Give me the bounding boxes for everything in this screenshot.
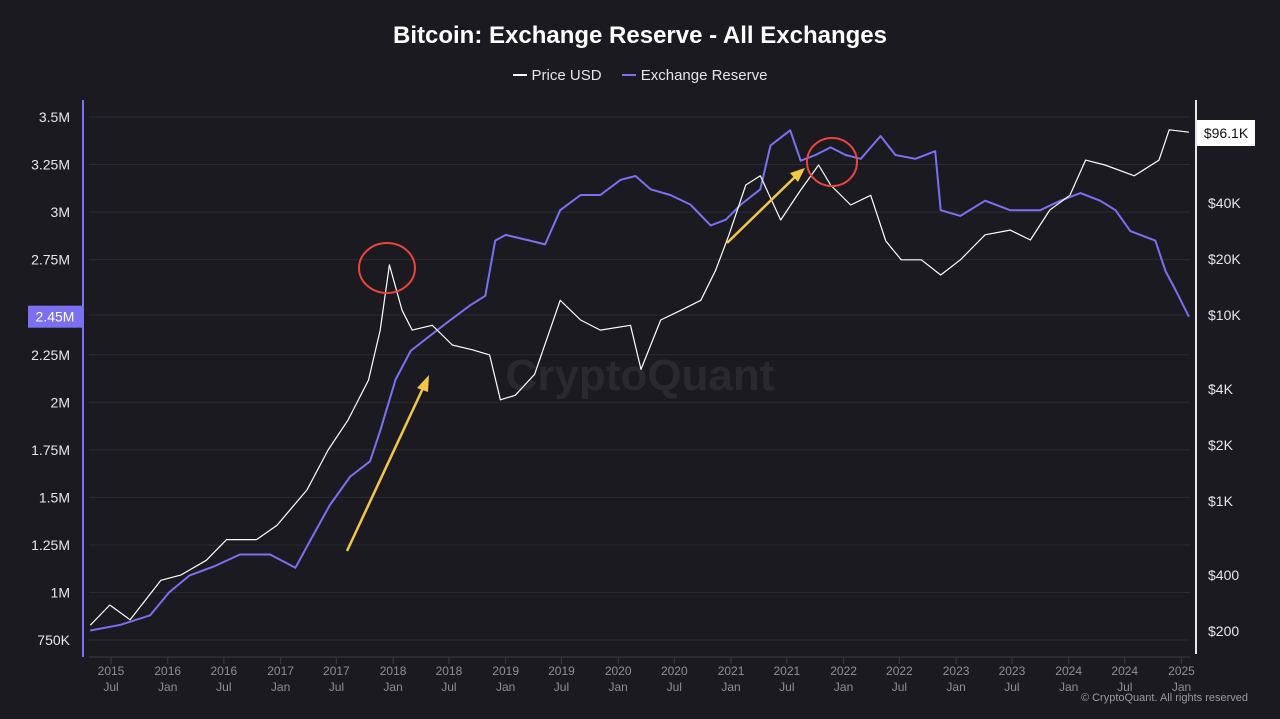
y-left-tick-label: 3.5M xyxy=(39,109,70,125)
legend-item-price[interactable]: Price USD xyxy=(512,66,602,84)
y-left-tick-label: 3M xyxy=(51,204,70,220)
y-left-tick-label: 2.75M xyxy=(31,252,70,268)
x-tick-year: 2018 xyxy=(436,664,463,678)
current-reserve-badge xyxy=(28,305,82,328)
y-right-tick-label: $4K xyxy=(1208,381,1234,397)
y-left-tick-label: 1.5M xyxy=(39,489,70,505)
x-tick-half: Jan xyxy=(609,680,628,694)
legend-item-reserve[interactable]: Exchange Reserve xyxy=(621,66,768,84)
y-right-tick-label: $40K xyxy=(1208,195,1241,211)
legend-label-price: Price USD xyxy=(531,66,602,84)
x-tick-half: Jan xyxy=(1059,680,1078,694)
y-left-tick-label: 3.25M xyxy=(31,157,70,173)
x-tick-year: 2016 xyxy=(154,664,181,678)
y-left-tick-label: 1.25M xyxy=(31,537,70,553)
x-tick-year: 2017 xyxy=(267,664,294,678)
x-tick-half: Jul xyxy=(216,680,231,694)
y-left-tick-label: 2.25M xyxy=(31,347,70,363)
legend-swatch-price xyxy=(512,74,527,76)
legend: Price USD Exchange Reserve xyxy=(0,63,1280,84)
current-price-label: $96.1K xyxy=(1204,125,1249,141)
y-right-tick-label: $400 xyxy=(1208,567,1239,583)
y-right-tick-label: $20K xyxy=(1208,251,1241,267)
x-tick-year: 2015 xyxy=(98,664,125,678)
x-tick-half: Jul xyxy=(667,680,682,694)
chart-title: Bitcoin: Exchange Reserve - All Exchange… xyxy=(393,22,887,49)
x-tick-year: 2022 xyxy=(830,664,857,678)
copyright-notice: © CryptoQuant. All rights reserved xyxy=(1080,692,1248,704)
y-right-tick-label: $1K xyxy=(1208,493,1234,509)
annotation-circle-2017-peak xyxy=(358,242,416,294)
current-price-badge xyxy=(1197,120,1255,146)
x-tick-year: 2023 xyxy=(943,664,970,678)
watermark: CryptoQuant xyxy=(506,351,775,400)
x-tick-year: 2022 xyxy=(886,664,913,678)
x-tick-year: 2024 xyxy=(1111,664,1138,678)
x-tick-half: Jul xyxy=(441,680,456,694)
x-tick-half: Jan xyxy=(158,680,177,694)
legend-label-reserve: Exchange Reserve xyxy=(640,66,768,84)
y-left-tick-label: 1.75M xyxy=(31,442,70,458)
x-tick-half: Jan xyxy=(946,680,965,694)
x-tick-year: 2020 xyxy=(661,664,688,678)
x-tick-year: 2023 xyxy=(999,664,1026,678)
y-left-tick-label: 750K xyxy=(37,632,70,648)
x-tick-year: 2017 xyxy=(323,664,350,678)
x-tick-half: Jan xyxy=(383,680,402,694)
x-tick-half: Jul xyxy=(554,680,569,694)
series-reserve-line xyxy=(90,129,1190,632)
annotation-circle-2021-peak xyxy=(806,137,858,187)
y-right-tick-label: $200 xyxy=(1208,623,1239,639)
current-reserve-label: 2.45M xyxy=(36,309,75,325)
y-right-tick-label: $10K xyxy=(1208,307,1241,323)
annotation-arrow-2021 xyxy=(726,168,805,244)
x-tick-year: 2016 xyxy=(210,664,237,678)
x-tick-half: Jul xyxy=(103,680,118,694)
y-left-tick-label: 1M xyxy=(51,585,70,601)
x-tick-year: 2021 xyxy=(718,664,745,678)
x-tick-year: 2020 xyxy=(605,664,632,678)
x-tick-half: Jan xyxy=(834,680,853,694)
x-tick-half: Jan xyxy=(271,680,290,694)
y-right-tick-label: $2K xyxy=(1208,437,1234,453)
x-tick-half: Jan xyxy=(496,680,515,694)
x-tick-half: Jan xyxy=(721,680,740,694)
x-tick-half: Jul xyxy=(1117,680,1132,694)
x-tick-half: Jan xyxy=(1172,680,1191,694)
x-tick-half: Jul xyxy=(1004,680,1019,694)
annotation-arrow-2018 xyxy=(345,375,429,552)
x-tick-half: Jul xyxy=(779,680,794,694)
x-tick-half: Jul xyxy=(892,680,907,694)
legend-swatch-reserve xyxy=(621,74,636,76)
x-tick-year: 2019 xyxy=(492,664,519,678)
series-price-line xyxy=(89,129,1189,626)
x-tick-year: 2024 xyxy=(1055,664,1082,678)
x-tick-year: 2018 xyxy=(380,664,407,678)
x-tick-half: Jul xyxy=(329,680,344,694)
x-tick-year: 2019 xyxy=(548,664,575,678)
x-tick-year: 2025 xyxy=(1168,664,1195,678)
y-left-tick-label: 2M xyxy=(51,394,70,410)
x-tick-year: 2021 xyxy=(773,664,800,678)
